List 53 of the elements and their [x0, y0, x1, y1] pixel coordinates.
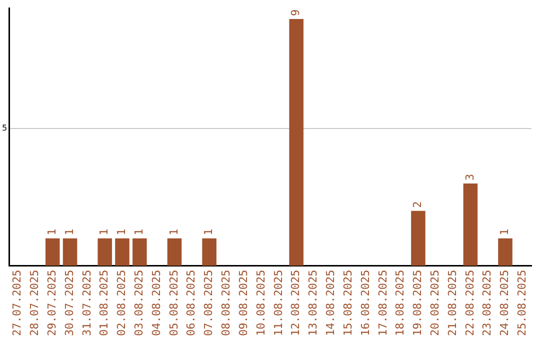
x-tick-label: 11.08.2025: [272, 270, 285, 336]
x-tick-label: 02.08.2025: [115, 270, 128, 336]
x-tick-label: 10.08.2025: [254, 270, 268, 336]
data-label: 9: [289, 9, 302, 16]
x-tick-label: 24.08.2025: [498, 270, 512, 336]
x-tick-label: 19.08.2025: [411, 270, 424, 336]
x-tick-label: 30.07.2025: [62, 270, 76, 336]
data-label: 1: [167, 228, 180, 236]
x-tick-label: 13.08.2025: [306, 270, 320, 336]
x-tick-label: 23.08.2025: [480, 270, 494, 336]
bar: [98, 238, 112, 266]
data-label: 1: [62, 228, 76, 236]
bar: [289, 18, 304, 266]
data-label: 2: [411, 201, 424, 208]
x-tick-label: 20.08.2025: [428, 270, 442, 336]
data-label: 1: [202, 228, 216, 236]
bar: [115, 238, 130, 266]
bar: [498, 238, 512, 266]
data-label: 1: [98, 228, 111, 236]
bar: [202, 238, 216, 266]
x-tick-label: 01.08.2025: [98, 270, 111, 336]
data-label: 1: [498, 228, 512, 236]
x-tick-label: 25.08.2025: [516, 270, 529, 336]
x-tick-label: 03.08.2025: [132, 270, 146, 336]
bar: [45, 238, 60, 266]
bar: [62, 238, 78, 266]
data-label: 1: [115, 228, 128, 236]
x-tick-label: 09.08.2025: [236, 270, 250, 336]
x-tick-label: 22.08.2025: [463, 270, 476, 336]
x-tick-label: 07.08.2025: [202, 270, 216, 336]
x-tick-label: 29.07.2025: [45, 270, 58, 336]
data-label: 1: [45, 228, 58, 236]
x-tick-label: 12.08.2025: [289, 270, 302, 336]
y-tick-label: 5: [2, 124, 8, 133]
bar: [132, 238, 147, 266]
x-tick-label: 16.08.2025: [358, 270, 372, 336]
x-tick-label: 15.08.2025: [341, 270, 354, 336]
data-label: 3: [463, 174, 476, 181]
bar: [463, 184, 478, 266]
x-tick-label: 17.08.2025: [376, 270, 390, 336]
x-tick-label: 04.08.2025: [150, 270, 163, 336]
x-tick-label: 27.07.2025: [10, 270, 24, 336]
x-tick-label: 18.08.2025: [394, 270, 407, 336]
x-tick-label: 31.07.2025: [80, 270, 94, 336]
x-tick-label: 05.08.2025: [167, 270, 180, 336]
data-label: 1: [132, 228, 146, 236]
x-tick-label: 08.08.2025: [220, 270, 233, 336]
bar: [411, 210, 426, 266]
x-tick-label: 28.07.2025: [28, 270, 42, 336]
bar: [167, 238, 182, 266]
x-tick-label: 06.08.2025: [184, 270, 198, 336]
x-tick-label: 21.08.2025: [446, 270, 459, 336]
x-tick-label: 14.08.2025: [324, 270, 338, 336]
